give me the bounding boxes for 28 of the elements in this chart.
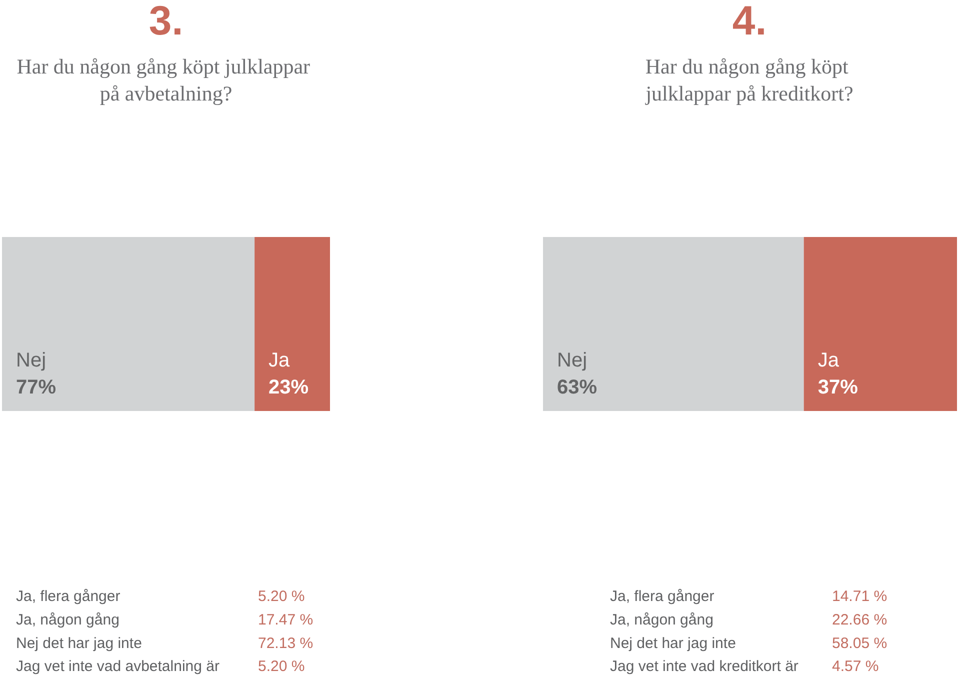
text: Ja, flera gånger xyxy=(16,588,120,605)
chart-title: 3. xyxy=(148,0,184,44)
data-label: 23% xyxy=(268,376,309,398)
text: Nej det har jag inte xyxy=(16,634,142,652)
series-label: Ja xyxy=(268,350,291,372)
chart-subtitle: Har du någon gång köpt julklappar på kreditkort? xyxy=(644,54,854,106)
data-label: 77% xyxy=(16,376,56,398)
text: Ja, någon gång xyxy=(16,611,120,628)
text: 58.05 % xyxy=(832,634,888,652)
text: Jag vet inte vad kreditkort är xyxy=(610,658,798,676)
chart-title: 4. xyxy=(732,0,767,44)
text: Jag vet inte vad avbetalning är xyxy=(16,658,220,676)
text: Nej det har jag inte xyxy=(610,634,736,652)
text: 5.20 % xyxy=(258,658,305,676)
text: 17.47 % xyxy=(258,611,314,628)
text: 5.20 % xyxy=(258,588,305,605)
text: Ja, någon gång xyxy=(610,611,714,628)
chart-subtitle: Har du någon gång köpt julklappar på avbetalning? xyxy=(16,54,316,106)
data-label: 63% xyxy=(557,376,598,398)
series-label: Ja xyxy=(818,350,840,372)
text: Ja, flera gånger xyxy=(610,588,714,605)
series-label: Nej xyxy=(16,350,46,372)
series-label: Nej xyxy=(557,350,588,372)
data-label: 37% xyxy=(818,376,858,398)
text: 4.57 % xyxy=(832,658,879,676)
text: 22.66 % xyxy=(832,611,888,628)
text: 72.13 % xyxy=(258,634,314,652)
text: 14.71 % xyxy=(832,588,888,605)
